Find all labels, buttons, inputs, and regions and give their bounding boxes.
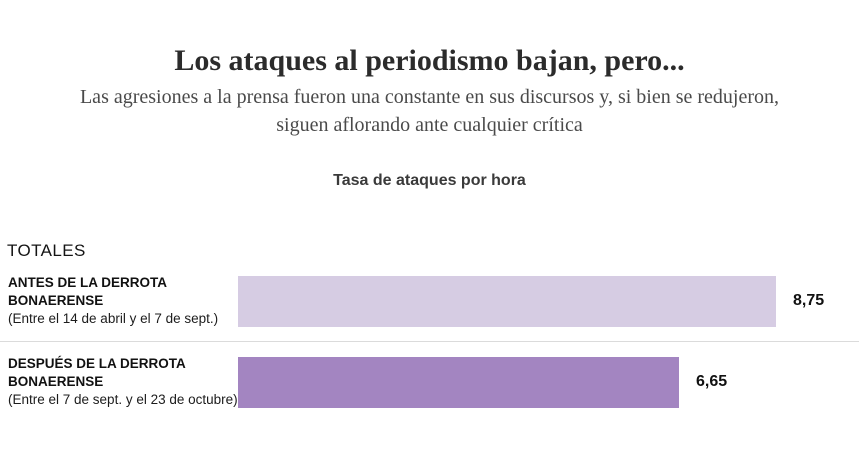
bar-chart: ANTES DE LA DERROTA BONAERENSE (Entre el… (0, 261, 859, 422)
bar-category-label: DESPUÉS DE LA DERROTA BONAERENSE (8, 356, 186, 390)
bar-antes (238, 275, 776, 327)
chart-group-label: TOTALES (7, 241, 86, 261)
bar-despues (238, 356, 679, 408)
bar-value-label: 8,75 (793, 292, 825, 310)
bar-category-label: ANTES DE LA DERROTA BONAERENSE (8, 275, 167, 309)
bar-value-label: 6,65 (696, 373, 728, 391)
bar-period-label: (Entre el 7 de sept. y el 23 de octubre) (8, 392, 238, 408)
bar-row-antes: ANTES DE LA DERROTA BONAERENSE (Entre el… (0, 261, 859, 341)
bar-period-label: (Entre el 14 de abril y el 7 de sept.) (8, 311, 219, 327)
chart-axis-title: Tasa de ataques por hora (333, 172, 526, 190)
bar-row-label: DESPUÉS DE LA DERROTA BONAERENSE (Entre … (0, 355, 238, 409)
bar-track: 8,75 (238, 275, 859, 327)
bar-track: 6,65 (238, 356, 859, 408)
bar-row-despues: DESPUÉS DE LA DERROTA BONAERENSE (Entre … (0, 341, 859, 422)
page-subtitle: Las agresiones a la prensa fueron una co… (79, 86, 780, 136)
page-title: Los ataques al periodismo bajan, pero... (174, 44, 685, 77)
bar-row-label: ANTES DE LA DERROTA BONAERENSE (Entre el… (0, 274, 238, 328)
